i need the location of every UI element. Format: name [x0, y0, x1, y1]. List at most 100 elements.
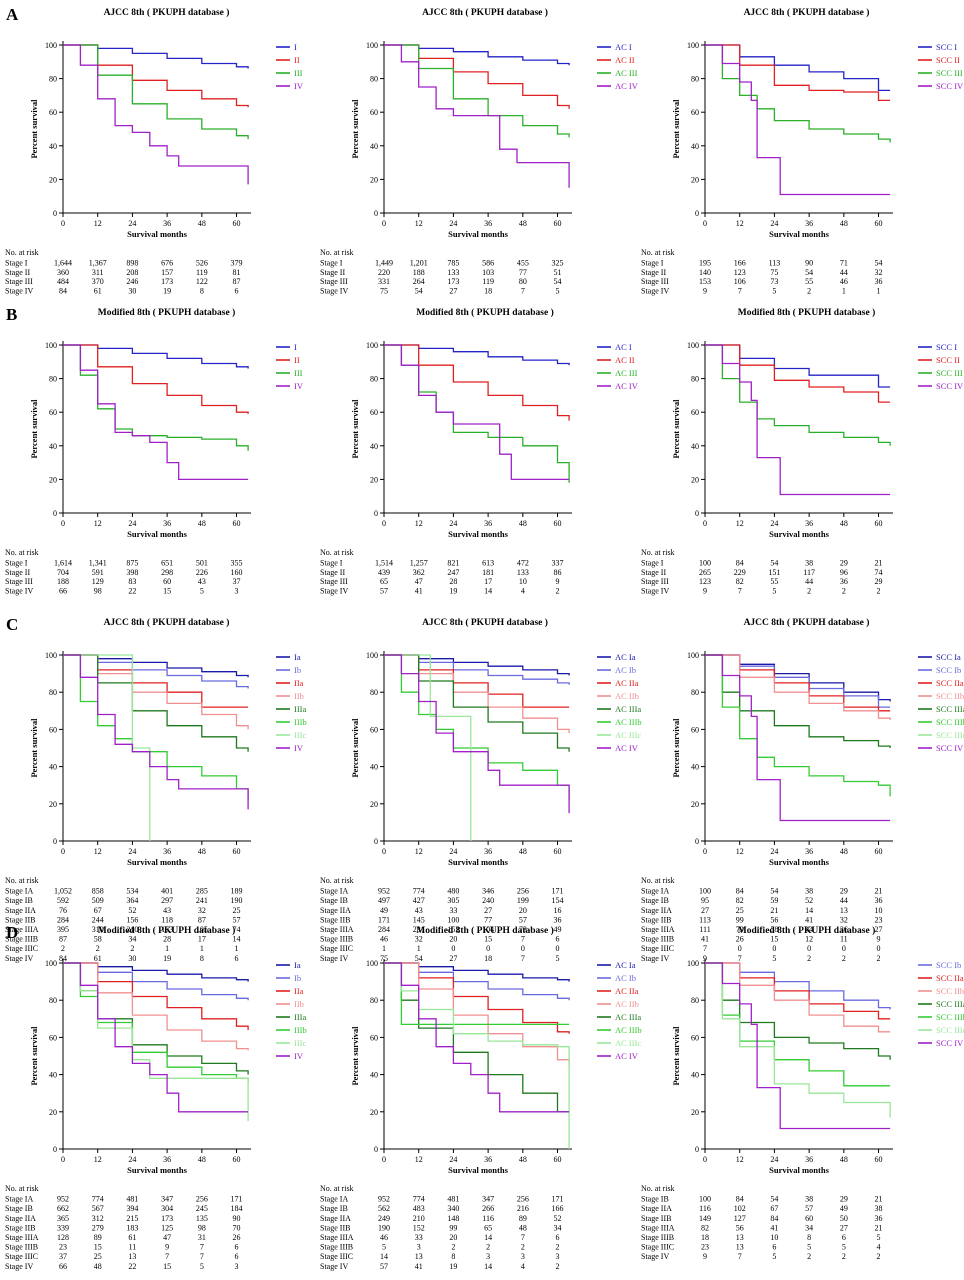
risk-value: 58 [94, 935, 102, 944]
km-chart: Modified 8th ( PKUPH database )020406080… [641, 307, 964, 596]
panel-letter: B [6, 305, 17, 324]
risk-value: 370 [92, 277, 104, 286]
x-axis-label: Survival months [448, 529, 508, 539]
risk-value: 591 [92, 568, 104, 577]
survival-curve [63, 44, 249, 140]
x-tick-label: 60 [554, 1155, 562, 1164]
risk-value: 0 [807, 944, 811, 953]
y-tick-label: 20 [691, 1108, 699, 1117]
risk-value: 427 [413, 896, 425, 905]
risk-row-label: Stage IB [320, 1204, 348, 1213]
risk-table-header: No. at risk [641, 248, 675, 257]
survival-curve [705, 44, 891, 92]
risk-value: 184 [231, 1204, 243, 1213]
survival-curve [384, 44, 570, 138]
y-tick-label: 100 [687, 651, 699, 660]
risk-value: 6 [235, 1243, 239, 1252]
risk-row-label: Stage II [5, 268, 30, 277]
risk-row-label: Stage IA [320, 1195, 348, 1204]
legend-label: AC Ia [615, 960, 636, 970]
risk-value: 509 [92, 896, 104, 905]
risk-value: 0 [521, 944, 525, 953]
legend-label: III [294, 368, 303, 378]
risk-row-label: Stage II [320, 568, 345, 577]
risk-value: 171 [231, 1195, 243, 1204]
survival-curve [384, 654, 570, 676]
risk-value: 41 [415, 587, 423, 596]
x-tick-label: 36 [805, 519, 813, 528]
risk-value: 5 [772, 587, 776, 596]
y-tick-label: 20 [49, 800, 57, 809]
survival-curve [63, 44, 249, 185]
risk-value: 284 [57, 915, 69, 924]
risk-row-label: Stage IV [5, 1262, 33, 1271]
risk-value: 310 [92, 925, 104, 934]
risk-value: 360 [57, 268, 69, 277]
y-tick-label: 80 [49, 375, 57, 384]
x-tick-label: 24 [128, 1155, 136, 1164]
x-tick-label: 12 [415, 1155, 423, 1164]
legend-label: SCC IV [936, 743, 964, 753]
risk-value: 1,052 [54, 887, 72, 896]
y-tick-label: 80 [370, 375, 378, 384]
chart-title: Modified 8th ( PKUPH database ) [738, 307, 875, 318]
risk-row-label: Stage IIIB [641, 935, 674, 944]
km-chart: Modified 8th ( PKUPH database )020406080… [320, 307, 639, 596]
km-chart: AJCC 8th ( PKUPH database ) 0 20 40 60 80 100 0… [5, 617, 307, 963]
risk-value: 1 [842, 287, 846, 296]
risk-value: 27 [449, 954, 457, 963]
risk-value: 952 [57, 1195, 69, 1204]
risk-value: 331 [378, 277, 390, 286]
x-tick-label: 36 [163, 519, 171, 528]
risk-value: 19 [449, 587, 457, 596]
risk-value: 32 [415, 935, 423, 944]
survival-curve [705, 44, 891, 196]
y-tick-label: 80 [49, 688, 57, 697]
risk-value: 210 [126, 925, 138, 934]
risk-value: 6 [556, 935, 560, 944]
y-tick-label: 0 [695, 209, 699, 218]
risk-row-label: Stage II [641, 268, 666, 277]
legend-label: AC IV [615, 381, 639, 391]
legend-label: IIIb [294, 717, 307, 727]
risk-value: 0 [772, 944, 776, 953]
risk-value: 347 [161, 1195, 173, 1204]
y-tick-label: 0 [695, 1145, 699, 1154]
legend-label: SCC I [936, 342, 957, 352]
risk-value: 38 [805, 1195, 813, 1204]
risk-value: 3 [417, 1243, 421, 1252]
risk-value: 20 [449, 935, 457, 944]
x-tick-label: 0 [703, 847, 707, 856]
risk-row-label: Stage IIIB [5, 935, 38, 944]
risk-value: 173 [161, 277, 173, 286]
risk-value: 15 [163, 1262, 171, 1271]
y-tick-label: 0 [695, 837, 699, 846]
risk-value: 215 [126, 1214, 138, 1223]
legend-label: AC II [615, 55, 635, 65]
risk-value: 54 [415, 954, 423, 963]
legend-label: SCC IIIa [936, 999, 964, 1009]
risk-value: 33 [415, 1233, 423, 1242]
risk-row-label: Stage I [5, 558, 28, 567]
risk-value: 27 [840, 1223, 848, 1232]
y-tick-label: 100 [366, 41, 378, 50]
survival-curve [705, 962, 891, 1118]
survival-curve [63, 962, 249, 1122]
y-tick-label: 100 [687, 341, 699, 350]
risk-value: 199 [517, 896, 529, 905]
risk-value: 154 [552, 896, 564, 905]
risk-value: 54 [415, 287, 423, 296]
risk-value: 662 [57, 1204, 69, 1213]
risk-value: 613 [482, 558, 494, 567]
x-tick-label: 36 [805, 847, 813, 856]
risk-value: 52 [554, 1214, 562, 1223]
risk-value: 54 [770, 1195, 778, 1204]
y-tick-label: 80 [691, 75, 699, 84]
risk-value: 23 [59, 1243, 67, 1252]
risk-value: 2 [842, 587, 846, 596]
risk-value: 3 [235, 587, 239, 596]
risk-value: 111 [699, 925, 710, 934]
y-tick-label: 100 [366, 341, 378, 350]
x-tick-label: 0 [61, 219, 65, 228]
risk-value: 148 [447, 1214, 459, 1223]
